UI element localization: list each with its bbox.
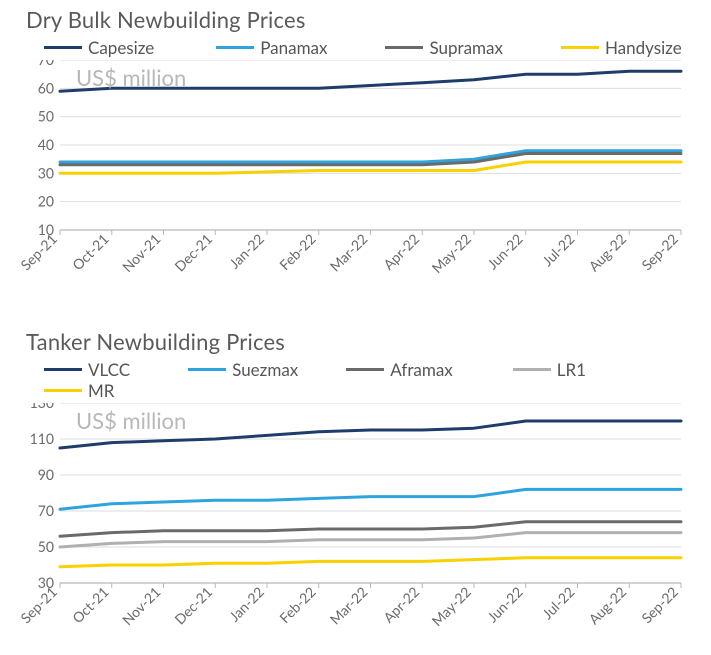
legend-swatch	[561, 46, 599, 49]
y-tick-label: 130	[30, 403, 54, 411]
y-tick-label: 90	[38, 466, 54, 483]
legend-item-vlcc: VLCC	[44, 359, 130, 380]
x-tick-label: Jun-22	[484, 230, 526, 272]
legend-label: Supramax	[429, 37, 502, 58]
x-tick-label: Sep-22	[638, 230, 681, 273]
legend-swatch	[216, 46, 254, 49]
x-tick-label: Feb-22	[276, 230, 319, 273]
x-tick-label: Aug-22	[585, 583, 629, 627]
legend: VLCC Suezmax Aframax LR1 MR	[44, 359, 691, 401]
legend-item-aframax: Aframax	[346, 359, 453, 380]
legend-item-suezmax: Suezmax	[188, 359, 298, 380]
y-tick-label: 30	[38, 164, 54, 181]
x-tick-label: Sep-22	[638, 583, 681, 626]
y-tick-label: 110	[30, 430, 54, 447]
y-tick-label: 60	[38, 79, 54, 96]
x-tick-label: Mar-22	[326, 230, 371, 275]
x-tick-label: Jul-22	[539, 230, 578, 269]
x-tick-label: Feb-22	[276, 583, 319, 626]
series-line-suezmax	[60, 489, 681, 509]
legend-swatch	[385, 46, 423, 49]
x-tick-label: Dec-21	[171, 583, 216, 628]
legend-swatch	[44, 389, 82, 392]
y-tick-label: 40	[38, 136, 54, 153]
legend-label: Aframax	[390, 359, 453, 380]
legend-label: Suezmax	[232, 359, 298, 380]
x-tick-label: Dec-21	[171, 230, 216, 275]
legend-swatch	[513, 368, 551, 371]
legend-label: Capesize	[88, 37, 154, 58]
y-tick-label: 50	[38, 108, 54, 125]
dry-bulk-chart: Dry Bulk Newbuilding Prices Capesize Pan…	[20, 6, 691, 286]
plot-area: US$ million10203040506070Sep-21Oct-21Nov…	[20, 60, 691, 286]
legend-item-capesize: Capesize	[44, 37, 154, 58]
legend-label: Handysize	[605, 37, 682, 58]
plot-area: US$ million30507090110130Sep-21Oct-21Nov…	[20, 403, 691, 639]
x-tick-label: May-22	[428, 583, 474, 629]
x-tick-label: Jan-22	[226, 230, 268, 272]
legend-item-handysize: Handysize	[561, 37, 682, 58]
y-tick-label: 50	[38, 538, 54, 555]
legend-swatch	[44, 368, 82, 371]
legend-item-supramax: Supramax	[385, 37, 502, 58]
legend-swatch	[346, 368, 384, 371]
x-tick-label: Jun-22	[484, 583, 526, 625]
legend-label: VLCC	[88, 359, 130, 380]
legend-swatch	[188, 368, 226, 371]
x-tick-label: Nov-21	[118, 230, 163, 275]
series-line-mr	[60, 558, 681, 567]
y-tick-label: 20	[38, 193, 54, 210]
series-line-vlcc	[60, 421, 681, 448]
tanker-chart: Tanker Newbuilding Prices VLCC Suezmax A…	[20, 328, 691, 639]
x-tick-label: Apr-22	[380, 230, 423, 273]
legend-label: Panamax	[260, 37, 327, 58]
x-tick-label: Oct-21	[69, 230, 112, 273]
legend-item-lr1: LR1	[513, 359, 586, 380]
x-tick-label: May-22	[428, 230, 474, 276]
series-line-lr1	[60, 533, 681, 547]
chart-title: Tanker Newbuilding Prices	[26, 328, 691, 355]
legend: Capesize Panamax Supramax Handysize	[44, 37, 691, 58]
legend-item-panamax: Panamax	[216, 37, 327, 58]
x-tick-label: Oct-21	[69, 583, 112, 626]
legend-swatch	[44, 46, 82, 49]
x-tick-label: Nov-21	[118, 583, 163, 628]
x-tick-label: Mar-22	[326, 583, 371, 628]
x-tick-label: Jul-22	[539, 583, 578, 622]
y-tick-label: 70	[38, 60, 54, 68]
chart-title: Dry Bulk Newbuilding Prices	[26, 6, 691, 33]
x-tick-label: Jan-22	[226, 583, 268, 625]
x-tick-label: Apr-22	[380, 583, 423, 626]
legend-label: MR	[88, 380, 114, 401]
y-tick-label: 70	[38, 502, 54, 519]
legend-label: LR1	[557, 359, 586, 380]
legend-item-mr: MR	[44, 380, 114, 401]
x-tick-label: Aug-22	[585, 230, 629, 274]
